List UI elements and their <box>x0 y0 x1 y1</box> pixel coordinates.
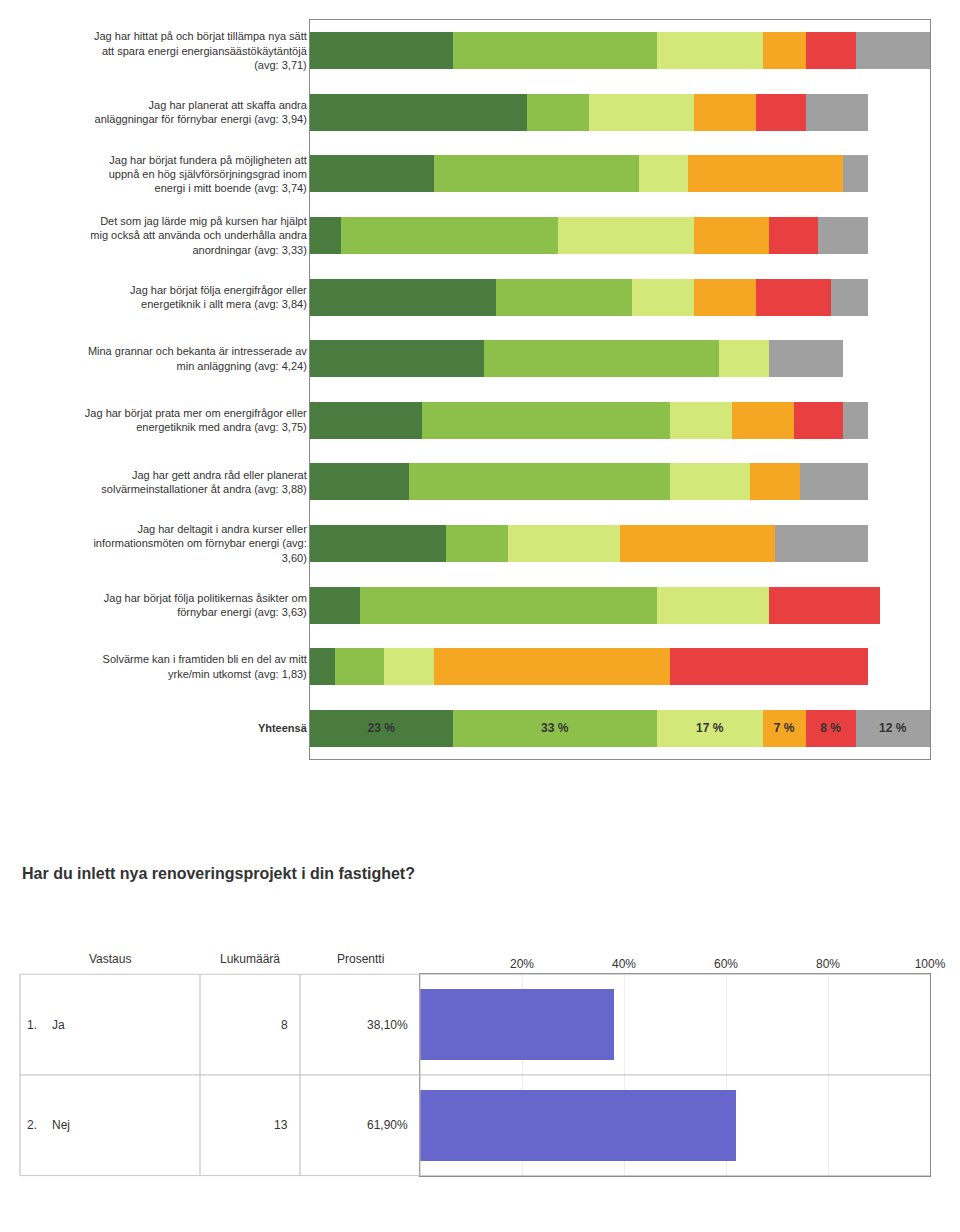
svg-text:Solvärme kan i framtiden bli e: Solvärme kan i framtiden bli en del av m… <box>103 653 307 679</box>
svg-text:8: 8 <box>281 1018 288 1032</box>
svg-text:Ja: Ja <box>52 1018 65 1032</box>
svg-text:2.: 2. <box>27 1118 37 1132</box>
svg-text:12 %: 12 % <box>879 721 907 735</box>
svg-text:Mina grannar och bekanta är in: Mina grannar och bekanta är intresserade… <box>88 345 307 371</box>
svg-text:23 %: 23 % <box>367 721 395 735</box>
svg-text:40%: 40% <box>612 957 636 971</box>
svg-text:Jag har börjat fundera på möjl: Jag har börjat fundera på möjligheten at… <box>109 154 307 195</box>
svg-text:13: 13 <box>274 1118 288 1132</box>
svg-text:Prosentti: Prosentti <box>337 952 384 966</box>
svg-text:Yhteensä: Yhteensä <box>258 722 308 734</box>
svg-text:Jag har börjat följa politiker: Jag har börjat följa politikernas åsikte… <box>104 592 307 618</box>
svg-text:Jag har börjat följa energifrå: Jag har börjat följa energifrågor ellere… <box>130 284 307 310</box>
svg-text:7 %: 7 % <box>774 721 795 735</box>
svg-text:60%: 60% <box>714 957 738 971</box>
svg-text:Jag har gett andra råd eller p: Jag har gett andra råd eller planeratsol… <box>101 469 306 495</box>
svg-text:1.: 1. <box>27 1018 37 1032</box>
svg-text:20%: 20% <box>510 957 534 971</box>
svg-text:38,10%: 38,10% <box>367 1018 408 1032</box>
svg-text:80%: 80% <box>816 957 840 971</box>
svg-text:8 %: 8 % <box>820 721 841 735</box>
svg-text:17 %: 17 % <box>696 721 724 735</box>
svg-text:Lukumäärä: Lukumäärä <box>220 952 280 966</box>
svg-text:100%: 100% <box>915 957 946 971</box>
svg-text:Jag har hittat på och börjat t: Jag har hittat på och börjat tillämpa ny… <box>94 30 308 71</box>
svg-text:Jag har börjat prata mer om en: Jag har börjat prata mer om energifrågor… <box>85 407 307 433</box>
svg-text:Har du inlett nya renoveringsp: Har du inlett nya renoveringsprojekt i d… <box>22 865 415 882</box>
svg-text:33 %: 33 % <box>541 721 569 735</box>
svg-text:Nej: Nej <box>52 1118 70 1132</box>
svg-text:61,90%: 61,90% <box>367 1118 408 1132</box>
svg-text:Jag har planerat att skaffa an: Jag har planerat att skaffa andraanläggn… <box>95 99 308 125</box>
svg-text:Vastaus: Vastaus <box>89 952 131 966</box>
svg-text:Jag har deltagit i andra kurse: Jag har deltagit i andra kurser ellerinf… <box>93 523 307 564</box>
svg-text:Det som jag lärde mig på kurse: Det som jag lärde mig på kursen har hjäl… <box>90 215 307 256</box>
